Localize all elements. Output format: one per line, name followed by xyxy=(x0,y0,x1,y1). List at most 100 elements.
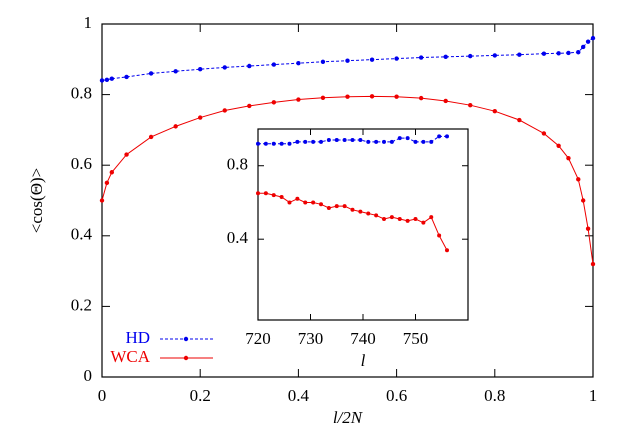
data-point xyxy=(566,155,571,161)
data-point xyxy=(342,204,347,209)
data-point xyxy=(109,76,115,81)
data-point xyxy=(580,198,586,203)
data-point xyxy=(541,51,547,56)
data-point xyxy=(382,216,386,221)
y-tick-label: 0.4 xyxy=(227,228,249,247)
data-point xyxy=(468,102,473,108)
data-point xyxy=(397,216,402,221)
data-point xyxy=(445,248,449,253)
data-point xyxy=(198,66,203,72)
data-point xyxy=(271,100,277,105)
data-point xyxy=(350,138,355,143)
plot-area xyxy=(258,129,468,320)
data-point xyxy=(295,196,300,201)
data-point xyxy=(296,60,301,66)
y-tick-label: 0.6 xyxy=(71,154,92,173)
data-point xyxy=(394,56,399,61)
data-point xyxy=(279,141,284,146)
data-point xyxy=(445,134,449,139)
data-point xyxy=(374,139,379,144)
data-point xyxy=(382,139,386,144)
data-point xyxy=(311,139,316,144)
data-point xyxy=(287,141,292,146)
x-tick-label: 0.2 xyxy=(190,386,211,405)
data-point xyxy=(369,94,375,99)
data-point xyxy=(389,139,394,144)
x-tick-label: 720 xyxy=(245,329,271,348)
data-point xyxy=(366,139,371,144)
data-point xyxy=(296,97,301,102)
data-point xyxy=(303,200,308,205)
data-point xyxy=(350,207,355,212)
data-point xyxy=(148,71,154,76)
data-point xyxy=(263,141,268,146)
data-point xyxy=(585,226,591,231)
x-tick-label: 0.8 xyxy=(484,386,505,405)
data-point xyxy=(222,108,227,113)
data-point xyxy=(311,200,316,205)
plot-frame xyxy=(257,128,469,321)
data-point xyxy=(517,52,522,57)
data-point xyxy=(366,211,371,216)
data-point xyxy=(99,78,105,83)
legend-swatch-point xyxy=(183,336,189,342)
data-point xyxy=(443,54,448,60)
data-point xyxy=(104,180,110,186)
data-point xyxy=(437,233,442,238)
data-point xyxy=(334,138,339,143)
data-point xyxy=(279,194,284,199)
data-point xyxy=(358,138,363,143)
data-point xyxy=(418,95,424,101)
data-point xyxy=(326,138,331,143)
data-point xyxy=(173,124,178,129)
data-point xyxy=(492,108,497,114)
data-point xyxy=(421,220,426,225)
data-point xyxy=(556,143,561,148)
legend-swatch-point xyxy=(183,355,189,361)
data-point xyxy=(287,200,292,205)
data-point xyxy=(556,51,561,56)
data-point xyxy=(566,50,571,56)
x-tick-label: 740 xyxy=(350,329,376,348)
y-tick-label: 0.2 xyxy=(71,295,92,314)
x-axis-label: l xyxy=(361,351,366,370)
data-point xyxy=(394,94,399,99)
data-point xyxy=(271,141,276,146)
data-point xyxy=(319,139,323,144)
data-point xyxy=(256,141,260,146)
y-tick-label: 0.4 xyxy=(71,225,93,244)
x-axis-label: l/2N xyxy=(333,408,364,427)
data-point xyxy=(468,53,473,59)
data-point xyxy=(397,136,402,141)
data-point xyxy=(405,136,410,141)
data-point xyxy=(124,152,129,157)
data-point xyxy=(124,74,129,80)
data-point xyxy=(173,69,178,74)
data-point xyxy=(326,205,331,210)
data-point xyxy=(198,115,203,120)
data-point xyxy=(413,216,418,221)
legend-label: HD xyxy=(125,328,150,347)
x-tick-label: 0.4 xyxy=(288,386,310,405)
x-tick-label: 0.6 xyxy=(386,386,407,405)
y-tick-label: 0 xyxy=(84,366,93,385)
data-point xyxy=(271,193,276,198)
data-point xyxy=(374,213,379,218)
y-tick-label: 0.8 xyxy=(227,155,248,174)
data-point xyxy=(256,191,260,196)
data-point xyxy=(334,204,339,209)
data-point xyxy=(590,35,596,41)
data-point xyxy=(148,134,154,140)
data-point xyxy=(580,44,586,50)
data-point xyxy=(389,215,394,220)
data-point xyxy=(492,53,497,58)
data-point xyxy=(271,62,277,67)
data-point xyxy=(263,191,268,196)
data-point xyxy=(247,103,252,109)
data-point xyxy=(342,138,347,143)
legend-label: WCA xyxy=(110,347,150,366)
data-point xyxy=(303,139,308,144)
data-point xyxy=(99,198,105,203)
data-point xyxy=(320,95,326,100)
